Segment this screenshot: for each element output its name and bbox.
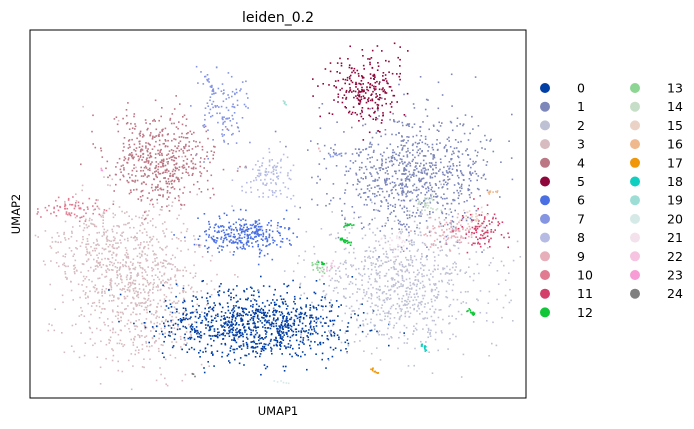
legend-marker-3 [540, 139, 550, 150]
legend-marker-13 [630, 83, 640, 93]
legend-label-17: 17 [667, 155, 683, 170]
legend-label-2: 2 [577, 118, 585, 133]
legend-marker-8 [540, 232, 550, 243]
cluster-1-points [274, 73, 514, 258]
legend-label-21: 21 [667, 230, 683, 245]
legend-label-6: 6 [577, 193, 585, 208]
legend-marker-0 [540, 83, 550, 93]
cluster-22-points [320, 260, 340, 277]
legend-label-4: 4 [577, 155, 585, 170]
cluster-19-points [282, 100, 287, 106]
cluster-15-points [459, 206, 488, 226]
cluster-20-points [273, 380, 290, 385]
legend-marker-15 [630, 120, 640, 131]
cluster-16-points [487, 190, 499, 195]
legend-marker-24 [630, 288, 640, 299]
legend-marker-19 [630, 195, 640, 206]
cluster-23-points [100, 167, 104, 172]
legend-label-14: 14 [667, 99, 683, 114]
legend-label-1: 1 [577, 99, 585, 114]
legend-label-15: 15 [667, 118, 683, 133]
legend-marker-6 [540, 195, 550, 206]
legend-label-23: 23 [667, 268, 683, 283]
cluster-6-points [173, 208, 298, 266]
cluster-21-points [380, 231, 412, 258]
legend-marker-20 [630, 213, 640, 224]
scatter-points [34, 42, 522, 391]
cluster-4-points [80, 95, 247, 221]
legend-label-19: 19 [667, 193, 683, 208]
legend-label-12: 12 [577, 305, 593, 320]
legend-label-20: 20 [667, 211, 683, 226]
legend-label-13: 13 [667, 81, 683, 96]
legend-label-3: 3 [577, 137, 585, 152]
legend-marker-9 [540, 251, 550, 262]
cluster-12-points [317, 222, 476, 316]
legend-label-18: 18 [667, 174, 683, 189]
cluster-5-points [312, 42, 409, 141]
legend-marker-17 [630, 157, 640, 168]
legend-label-0: 0 [577, 81, 585, 96]
legend-marker-14 [630, 101, 640, 112]
legend-label-10: 10 [577, 268, 593, 283]
legend-label-24: 24 [667, 286, 683, 301]
legend-marker-23 [630, 270, 640, 280]
legend-marker-11 [540, 288, 550, 299]
legend-marker-4 [540, 157, 550, 168]
cluster-14-points [408, 193, 451, 212]
x-axis-label: UMAP1 [258, 404, 298, 418]
cluster-13-points [311, 261, 333, 281]
cluster-3-points [34, 105, 239, 391]
legend-marker-5 [540, 176, 550, 187]
legend-marker-1 [540, 101, 550, 112]
cluster-0-points [108, 275, 405, 376]
cluster-18-points [420, 343, 428, 352]
cluster-24-points [191, 372, 196, 378]
legend-marker-22 [630, 251, 640, 262]
legend-marker-2 [540, 120, 550, 131]
chart-title: leiden_0.2 [242, 10, 314, 26]
cluster-8-points [231, 141, 296, 208]
legend-marker-21 [630, 232, 640, 243]
legend-label-7: 7 [577, 211, 585, 226]
legend-marker-16 [630, 139, 640, 150]
cluster-7-points [190, 65, 347, 169]
plot-frame [29, 29, 527, 399]
legend-label-22: 22 [667, 249, 683, 264]
legend-marker-10 [540, 270, 550, 280]
plot-area [29, 29, 527, 399]
cluster-11-points [452, 198, 510, 254]
legend-marker-7 [540, 213, 550, 224]
legend-label-8: 8 [577, 230, 585, 245]
legend-label-5: 5 [577, 174, 585, 189]
legend-label-16: 16 [667, 137, 683, 152]
legend-marker-12 [540, 307, 550, 318]
cluster-17-points [370, 367, 380, 374]
legend-label-9: 9 [577, 249, 585, 264]
y-axis-label: UMAP2 [9, 194, 23, 234]
cluster-10-points [36, 196, 108, 223]
legend-label-11: 11 [577, 286, 593, 301]
legend-marker-18 [630, 176, 640, 187]
